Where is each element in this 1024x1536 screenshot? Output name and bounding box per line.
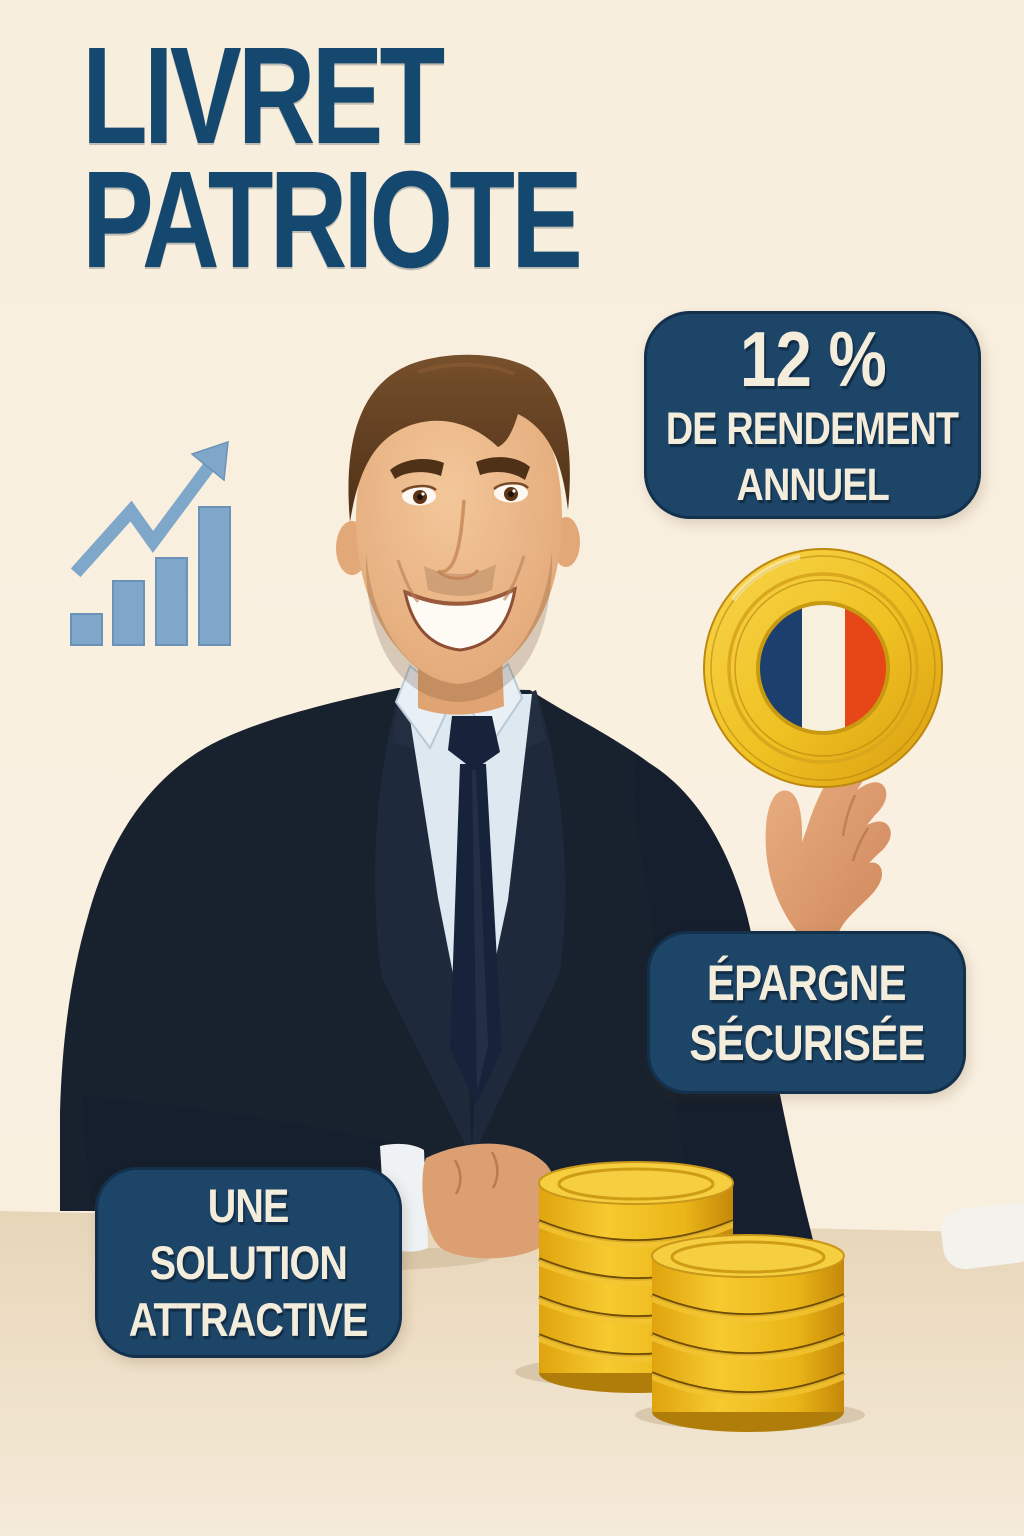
- yield-badge-line-2: ANNUEL: [736, 459, 889, 510]
- poster-title: LIVRET PATRIOTE: [82, 19, 719, 297]
- security-badge-line-1: ÉPARGNE: [707, 954, 907, 1011]
- coin-stack-right: [651, 1234, 845, 1432]
- raised-hand: [765, 745, 891, 932]
- solution-badge-line-3: ATTRACTIVE: [129, 1293, 369, 1346]
- solution-badge-line-1: UNE: [208, 1179, 290, 1232]
- solution-badge-line-2: SOLUTION: [149, 1236, 348, 1289]
- yield-badge-line-1: DE RENDEMENT: [666, 403, 959, 454]
- solution-badge: UNE SOLUTION ATTRACTIVE: [95, 1167, 402, 1358]
- white-cuff-on-desk: [941, 1203, 1024, 1270]
- title-line-1: LIVRET: [82, 19, 445, 173]
- growth-chart-icon: [70, 440, 231, 646]
- french-flag-coin: [703, 548, 943, 788]
- security-badge-line-2: SÉCURISÉE: [688, 1014, 925, 1071]
- security-badge: ÉPARGNE SÉCURISÉE: [647, 931, 966, 1094]
- businessman-illustration: [60, 354, 1024, 1432]
- eyes: [401, 482, 529, 506]
- title-line-2: PATRIOTE: [82, 143, 583, 297]
- yield-badge-headline: 12 %: [739, 315, 886, 403]
- yield-badge: 12 % DE RENDEMENT ANNUEL: [644, 311, 981, 519]
- head: [336, 354, 580, 715]
